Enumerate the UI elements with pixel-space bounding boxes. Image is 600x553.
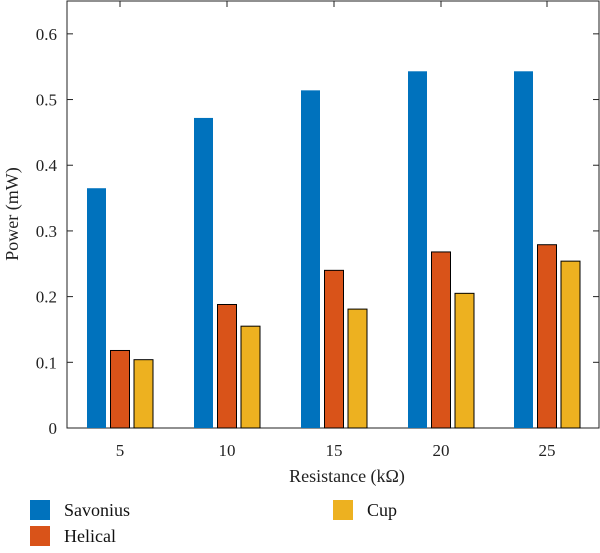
y-tick-label-0: 0 [49, 419, 58, 438]
bar-savonius-15 [301, 90, 320, 428]
legend-label-savonius: Savonius [64, 500, 130, 520]
bar-cup-10 [240, 325, 261, 429]
x-tick-label-2: 15 [326, 441, 343, 460]
bar-cup-15 [347, 308, 368, 429]
y-tick-label-4: 0.4 [36, 156, 58, 175]
x-tick-label-1: 10 [219, 441, 236, 460]
bar-cup-5 [133, 359, 154, 429]
bar-helical-15 [324, 269, 344, 429]
legend: Savonius Helical Cup [30, 500, 397, 546]
y-tick-label-2: 0.2 [36, 288, 57, 307]
bar-helical-20 [431, 251, 451, 429]
x-tick-label-0: 5 [116, 441, 125, 460]
y-tick-label-6: 0.6 [36, 25, 57, 44]
bar-cup-20 [454, 292, 475, 429]
bar-savonius-20 [408, 71, 427, 428]
legend-swatch-helical [30, 526, 50, 546]
legend-label-cup: Cup [367, 500, 397, 520]
y-tick-label-1: 0.1 [36, 353, 57, 372]
bar-helical-5 [110, 349, 130, 429]
x-axis-label: Resistance (kΩ) [289, 466, 405, 487]
bar-cup-25 [560, 260, 581, 429]
bar-helical-25 [537, 244, 557, 429]
x-tick-label-4: 25 [539, 441, 556, 460]
legend-swatch-cup [333, 500, 353, 520]
y-tick-label-3: 0.3 [36, 222, 57, 241]
bar-helical-10 [217, 303, 237, 429]
plot-area: 0 0.1 0.2 0.3 0.4 0.5 0.6 5 10 15 20 25 [36, 0, 600, 460]
legend-swatch-savonius [30, 500, 50, 520]
legend-label-helical: Helical [64, 526, 116, 546]
bar-savonius-25 [514, 71, 533, 428]
y-axis-label: Power (mW) [2, 167, 23, 260]
bar-savonius-10 [194, 117, 213, 428]
x-tick-label-3: 20 [433, 441, 450, 460]
y-tick-label-5: 0.5 [36, 91, 57, 110]
bar-savonius-5 [87, 188, 106, 428]
